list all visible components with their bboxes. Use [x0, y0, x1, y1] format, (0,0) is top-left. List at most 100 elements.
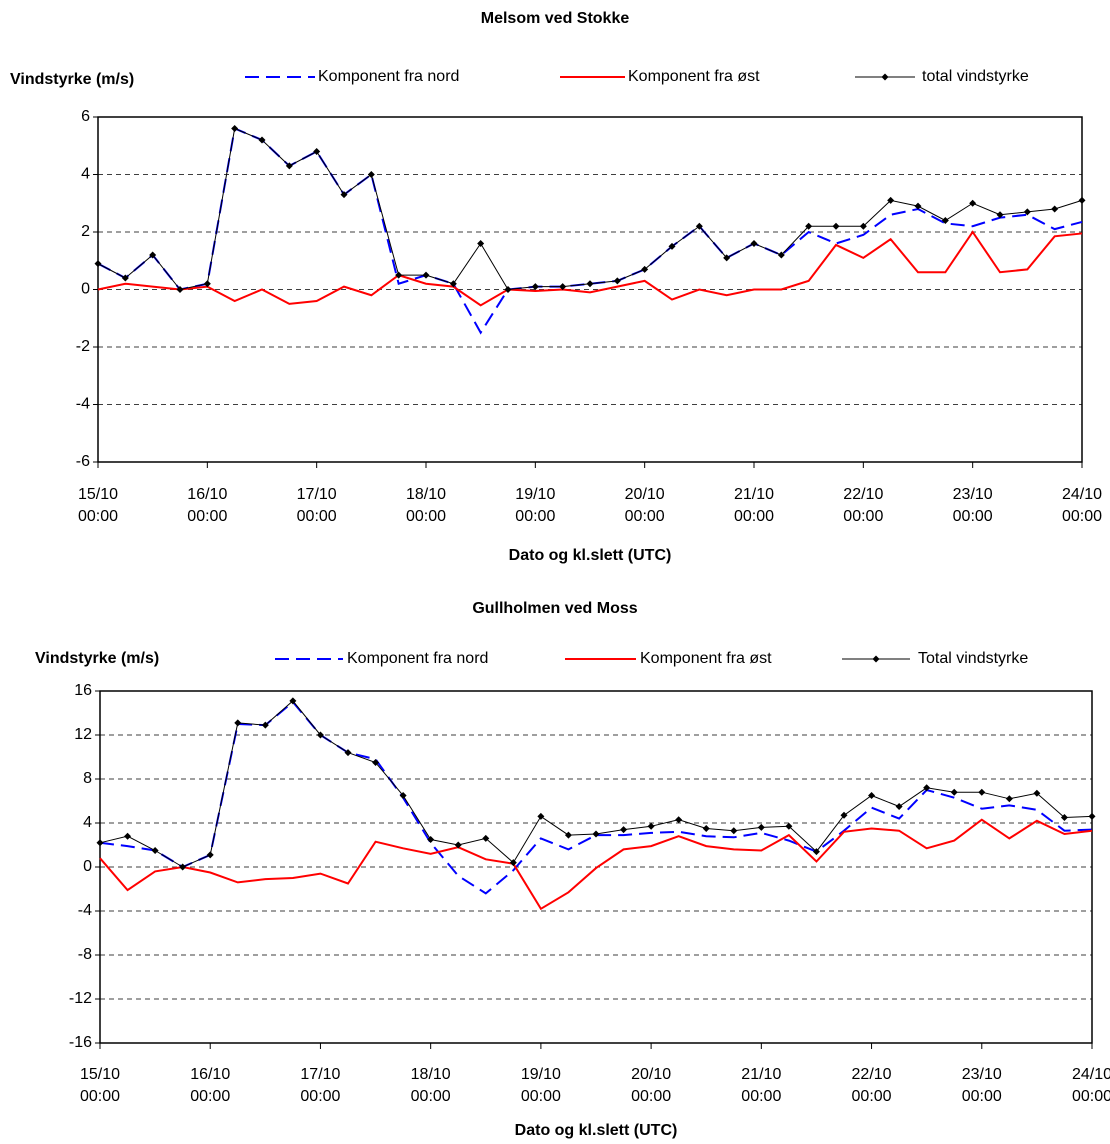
x-tick-label-line: 00:00	[190, 1088, 230, 1105]
x-tick-label-line: 23/10	[953, 486, 993, 503]
y-tick-label: 0	[81, 281, 90, 298]
point-marker	[176, 286, 184, 293]
x-tick-label: 18/10 00:00	[411, 1066, 451, 1105]
point-marker	[592, 830, 600, 838]
x-tick-label-line: 00:00	[80, 1088, 120, 1105]
point-marker	[978, 788, 986, 796]
x-tick-label-line: 00:00	[521, 1088, 561, 1105]
point-marker	[537, 812, 545, 820]
y-tick-label: 4	[83, 814, 92, 831]
point-marker	[559, 283, 567, 291]
point-marker	[121, 274, 129, 282]
x-tick-label-line: 00:00	[962, 1088, 1002, 1105]
point-marker	[750, 240, 758, 247]
x-tick-label: 21/10 00:00	[741, 1066, 781, 1105]
legend-label: Komponent fra nord	[347, 650, 488, 667]
point-marker	[887, 196, 895, 204]
point-marker	[996, 211, 1004, 219]
point-marker	[372, 759, 380, 766]
chart-title: Gullholmen ved Moss	[472, 600, 637, 617]
point-marker	[504, 286, 512, 293]
x-tick-label-line: 00:00	[411, 1088, 451, 1105]
x-tick-label: 24/10 00:00	[1062, 486, 1102, 525]
point-marker	[1078, 196, 1086, 204]
point-marker	[812, 848, 820, 856]
point-marker	[261, 721, 269, 729]
y-tick-label: -6	[76, 453, 90, 470]
point-marker	[313, 148, 321, 155]
point-marker	[206, 851, 214, 859]
x-tick-label-line: 21/10	[741, 1066, 781, 1083]
point-marker	[1005, 795, 1013, 803]
x-tick-label: 15/10 00:00	[78, 486, 118, 525]
legend-label: Komponent fra øst	[628, 68, 760, 85]
point-marker	[234, 719, 242, 727]
x-tick-label-line: 00:00	[631, 1088, 671, 1105]
point-marker	[805, 222, 813, 230]
y-tick-label: -2	[76, 338, 90, 355]
point-marker	[695, 222, 703, 230]
point-marker	[179, 863, 187, 871]
point-marker	[564, 831, 572, 839]
point-marker	[868, 792, 876, 799]
point-marker	[203, 280, 211, 288]
series-line	[97, 230, 1083, 307]
x-axis-label: Dato og kl.slett (UTC)	[509, 547, 672, 564]
x-tick-label-line: 21/10	[734, 486, 774, 503]
x-tick-label-line: 00:00	[300, 1088, 340, 1105]
y-tick-label: 8	[83, 770, 92, 787]
y-axis-label: Vindstyrke (m/s)	[10, 71, 134, 88]
point-marker	[785, 822, 793, 830]
x-tick-label-line: 23/10	[962, 1066, 1002, 1083]
point-marker	[923, 784, 931, 792]
point-marker	[149, 251, 157, 259]
point-marker	[859, 222, 867, 230]
point-marker	[730, 827, 738, 835]
y-tick-label: 2	[81, 223, 90, 240]
point-marker	[675, 816, 683, 824]
x-tick-label-line: 18/10	[411, 1066, 451, 1083]
point-marker	[289, 697, 297, 705]
point-marker	[647, 822, 655, 830]
x-tick-label-line: 00:00	[297, 508, 337, 525]
point-marker	[399, 792, 407, 799]
y-tick-label: -16	[69, 1034, 92, 1051]
y-tick-label: -12	[69, 990, 92, 1007]
point-marker	[124, 832, 132, 840]
y-tick-label: 12	[74, 726, 92, 743]
point-marker	[258, 136, 266, 144]
x-tick-label: 20/10 00:00	[631, 1066, 671, 1105]
point-marker	[96, 839, 104, 847]
point-marker	[482, 834, 490, 842]
point-marker	[1033, 789, 1041, 797]
y-tick-label: -8	[78, 946, 92, 963]
point-marker	[840, 811, 848, 819]
x-axis-label: Dato og kl.slett (UTC)	[515, 1122, 678, 1139]
y-tick-label: -4	[76, 396, 90, 413]
x-tick-label-line: 00:00	[1062, 508, 1102, 525]
point-marker	[950, 788, 958, 796]
x-tick-label-line: 00:00	[1072, 1088, 1110, 1105]
x-tick-label: 19/10 00:00	[521, 1066, 561, 1105]
point-marker	[94, 260, 102, 268]
legend-marker	[881, 73, 889, 81]
x-tick-label: 17/10 00:00	[300, 1066, 340, 1105]
legend-label: Total vindstyrke	[918, 650, 1028, 667]
chart-title: Melsom ved Stokke	[481, 10, 630, 27]
x-tick-label-line: 00:00	[625, 508, 665, 525]
point-marker	[1060, 814, 1068, 821]
x-tick-label-line: 17/10	[297, 486, 337, 503]
point-marker	[641, 265, 649, 273]
x-tick-label: 24/10 00:00	[1072, 1066, 1110, 1105]
x-tick-label-line: 16/10	[187, 486, 227, 503]
point-marker	[395, 271, 403, 279]
point-marker	[757, 823, 765, 831]
point-marker	[1088, 812, 1096, 820]
x-tick-label-line: 16/10	[190, 1066, 230, 1083]
point-marker	[613, 277, 621, 285]
point-marker	[231, 125, 239, 132]
point-marker	[777, 251, 785, 259]
x-tick-label-line: 22/10	[843, 486, 883, 503]
